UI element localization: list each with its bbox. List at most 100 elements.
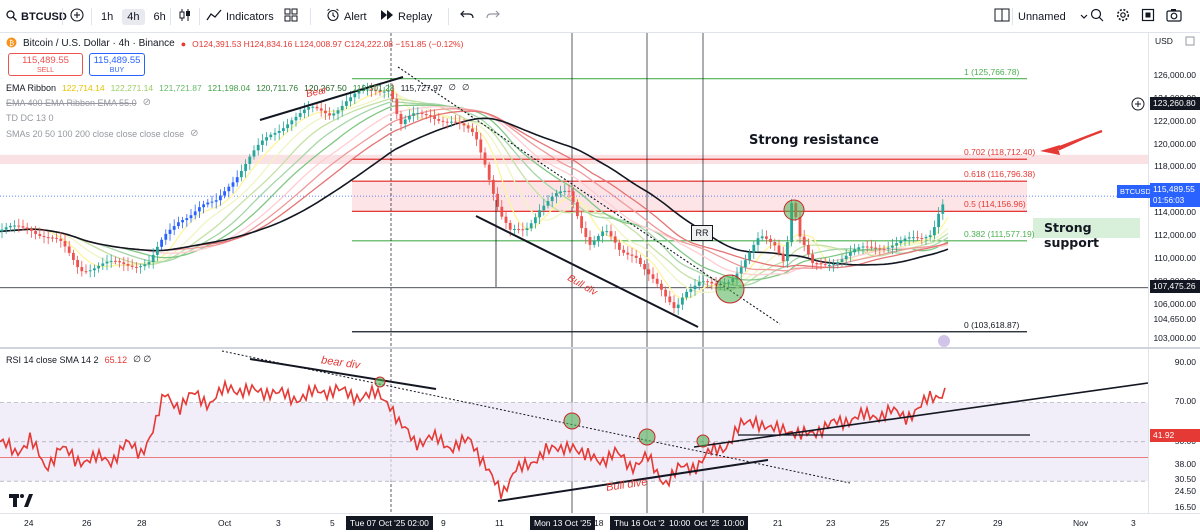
tradingview-logo[interactable] [9, 494, 33, 510]
rsi-legend[interactable]: RSI 14 close SMA 14 2 65.12 ∅ ∅ [6, 354, 151, 365]
layout-name-dropdown[interactable]: Unnamed [1018, 7, 1088, 26]
candle-body [51, 237, 54, 239]
price-tick-label: 118,000.00 [1154, 161, 1196, 172]
alert-button[interactable]: Alert [326, 7, 367, 26]
snapshot-button[interactable] [1166, 7, 1182, 26]
rsi-bull-div-line [497, 459, 769, 502]
candle-body [626, 252, 630, 255]
indicator-row-1[interactable]: EMA 400 EMA Ribbon EMA 55.0 ⊘ [6, 97, 151, 108]
rsi-trendline [693, 382, 1148, 448]
templates-button[interactable] [284, 7, 298, 26]
strong-support-box[interactable] [1033, 218, 1140, 238]
candle-body [298, 113, 302, 117]
candle-body [840, 259, 844, 263]
candle-body [941, 204, 945, 214]
alert-marker-icon [938, 335, 950, 347]
indicator-row-3[interactable]: SMAs 20 50 100 200 close close close clo… [6, 128, 199, 139]
sell-button[interactable]: 115,489.55 SELL [8, 53, 83, 76]
fib-level-label: 0.5 (114,156.96) [964, 199, 1026, 210]
eye-off-icon[interactable]: ⊘ [190, 128, 199, 139]
candle-body [815, 263, 819, 265]
candle-body [454, 121, 457, 123]
symbol-title[interactable]: Bitcoin / U.S. Dollar · 4h · Binance [23, 38, 175, 49]
symbol-name: BTCUSD [21, 10, 67, 23]
timeframe-4h[interactable]: 4h [122, 8, 145, 25]
candle-body [374, 90, 378, 92]
crosshair-plus-icon[interactable] [1131, 97, 1145, 114]
candle-body [252, 150, 256, 157]
price-scale[interactable]: USD 126,000.00124,000.00122,000.00120,00… [1117, 33, 1200, 347]
candle-body [891, 245, 894, 248]
candle-body [563, 190, 567, 192]
bull-div-trendline [475, 215, 699, 328]
candle-body [25, 227, 29, 229]
candle-body [765, 236, 768, 239]
buy-button[interactable]: 115,489.55 BUY [89, 53, 145, 76]
candle-body [899, 240, 903, 244]
candle-body [17, 225, 21, 227]
quick-search-button[interactable] [1090, 7, 1104, 26]
settings-button[interactable] [1116, 7, 1130, 26]
ema-value-6: 120,267.50 [304, 82, 347, 93]
candle-body [643, 264, 646, 270]
candle-body [710, 281, 714, 284]
ema-ribbon-legend[interactable]: EMA Ribbon 122,714.14 122,271.14 121,721… [6, 82, 469, 93]
candle-body [462, 123, 466, 126]
price-tick-label: 110,000.00 [1154, 252, 1196, 263]
candle-body [744, 260, 747, 268]
price-chart-canvas[interactable] [0, 33, 1148, 347]
ema-value-4: 121,198.04 [207, 82, 251, 93]
strong-resistance-label[interactable]: Strong resistance [749, 133, 879, 148]
candle-body [513, 228, 516, 230]
rsi-pane[interactable]: RSI 14 close SMA 14 2 65.12 ∅ ∅ bear div… [0, 349, 1148, 513]
candle-body [828, 265, 831, 267]
candle-body [118, 261, 121, 263]
candle-body [181, 220, 184, 223]
replay-button[interactable]: Replay [380, 7, 432, 26]
indicators-button[interactable]: Indicators [206, 7, 274, 26]
candle-body [634, 255, 638, 258]
layout-button[interactable] [994, 7, 1010, 26]
candle-body [235, 177, 239, 183]
candle-body [319, 108, 323, 111]
highlight-circle [783, 199, 805, 221]
main-chart-pane[interactable]: ₿ Bitcoin / U.S. Dollar · 4h · Binance ●… [0, 33, 1148, 347]
chart-type-button[interactable] [178, 7, 192, 26]
candle-body [597, 236, 600, 241]
candle-body [420, 113, 424, 115]
rsi-tick-label: 30.50 [1174, 474, 1196, 485]
pane-divider[interactable] [0, 347, 1200, 349]
candle-body [370, 89, 373, 91]
eye-off-icon[interactable]: ⊘ [142, 97, 151, 108]
redo-button[interactable] [486, 7, 500, 26]
symbol-search[interactable]: BTCUSD [6, 7, 67, 26]
indicator-row-2[interactable]: TD DC 13 0 [6, 113, 54, 123]
fullscreen-button[interactable] [1141, 7, 1155, 26]
replay-label: Replay [398, 10, 433, 23]
lock-icon[interactable] [1185, 36, 1195, 46]
candle-body [240, 170, 243, 178]
time-marker-tag: 10:00 [719, 516, 749, 530]
timeframe-1h[interactable]: 1h [101, 10, 114, 23]
candle-body [198, 207, 201, 212]
timeframe-6h[interactable]: 6h [153, 10, 166, 23]
sell-label: SELL [36, 67, 55, 74]
strong-support-label[interactable]: Strong support [1044, 220, 1099, 250]
time-marker-tag: Thu 16 Oct '25 [610, 516, 674, 530]
add-symbol-button[interactable] [70, 7, 84, 26]
candle-body [576, 202, 579, 217]
buy-label: BUY [109, 67, 125, 74]
rsi-chart-canvas[interactable] [0, 349, 1148, 513]
candle-body [630, 254, 634, 256]
candle-body [886, 247, 890, 249]
hline-price-tag: 107,475.26 [1150, 280, 1200, 293]
rr-label[interactable]: RR [691, 225, 713, 241]
candle-body [517, 228, 520, 230]
time-axis[interactable]: 24 26 28 Oct 3 5 9 11 18 21 23 25 27 29 Nov 3 Tue 07 Oct… [0, 513, 1200, 532]
rsi-label: RSI 14 close SMA 14 2 [6, 354, 99, 365]
candle-body [546, 201, 550, 206]
candle-body [105, 261, 109, 264]
undo-button[interactable] [460, 7, 474, 26]
ema-ribbon-line [0, 101, 949, 287]
